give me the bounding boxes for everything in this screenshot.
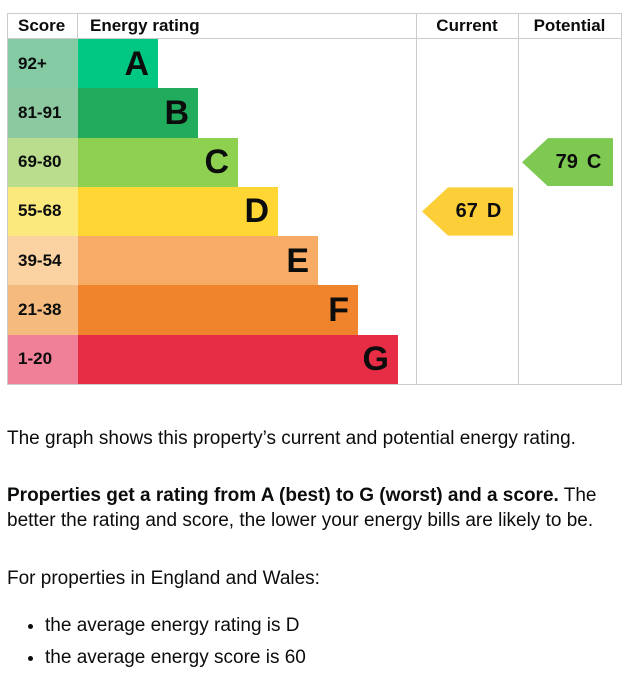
band-row-c: 69-80 C <box>8 137 416 187</box>
band-bar-e: E <box>78 236 318 286</box>
column-header-score: Score <box>8 14 78 38</box>
epc-band-rows: 92+ A 81-91 B 69-80 C 55-68 D 39-54 E 21-38 F 1-20 G <box>8 39 416 384</box>
band-row-f: 21-38 F <box>8 285 416 335</box>
band-score-range: 1-20 <box>8 334 78 384</box>
band-bar-d: D <box>78 186 278 237</box>
band-score-range: 21-38 <box>8 285 78 335</box>
explainer-paragraph: Properties get a rating from A (best) to… <box>7 483 622 534</box>
band-row-a: 92+ A <box>8 39 416 89</box>
current-rating-band: D <box>486 199 502 222</box>
potential-rating-score: 79 <box>555 150 578 173</box>
averages-list: the average energy rating is D the avera… <box>7 613 622 671</box>
band-bar-a: A <box>78 39 158 89</box>
list-item: the average energy rating is D <box>45 613 622 639</box>
epc-page: Score Energy rating Current Potential 92… <box>0 13 632 671</box>
column-header-potential: Potential <box>533 16 606 35</box>
band-bar-g: G <box>78 334 398 384</box>
grid-line-potential <box>518 14 519 384</box>
band-bar-c: C <box>78 137 238 187</box>
chart-header-row: Score Energy rating Current Potential <box>8 14 621 39</box>
potential-rating-band: C <box>586 150 602 173</box>
band-row-e: 39-54 E <box>8 236 416 286</box>
region-paragraph: For properties in England and Wales: <box>7 567 320 589</box>
band-score-range: 92+ <box>8 39 78 89</box>
band-bar-b: B <box>78 88 198 138</box>
band-row-b: 81-91 B <box>8 88 416 138</box>
current-rating-score: 67 <box>455 199 478 222</box>
current-rating-arrow: 67 D <box>422 187 513 236</box>
explainer-rest-text: The better the rating and score, the low… <box>7 484 597 532</box>
epc-rating-chart: Score Energy rating Current Potential 92… <box>7 13 622 385</box>
band-score-range: 81-91 <box>8 88 78 138</box>
band-row-d: 55-68 D <box>8 186 416 237</box>
band-score-range: 55-68 <box>8 186 78 237</box>
band-score-range: 69-80 <box>8 137 78 187</box>
column-header-current: Current <box>436 16 498 35</box>
band-score-range: 39-54 <box>8 236 78 286</box>
list-item: the average energy score is 60 <box>45 645 622 671</box>
epc-description: The graph shows this property’s current … <box>0 426 632 671</box>
band-row-g: 1-20 G <box>8 334 416 384</box>
potential-rating-arrow: 79 C <box>522 138 613 187</box>
explainer-bold-text: Properties get a rating from A (best) to… <box>7 484 559 506</box>
grid-line-current <box>416 14 417 384</box>
band-bar-f: F <box>78 285 358 335</box>
intro-paragraph: The graph shows this property’s current … <box>7 428 576 449</box>
column-header-energy-rating: Energy rating <box>90 16 200 35</box>
